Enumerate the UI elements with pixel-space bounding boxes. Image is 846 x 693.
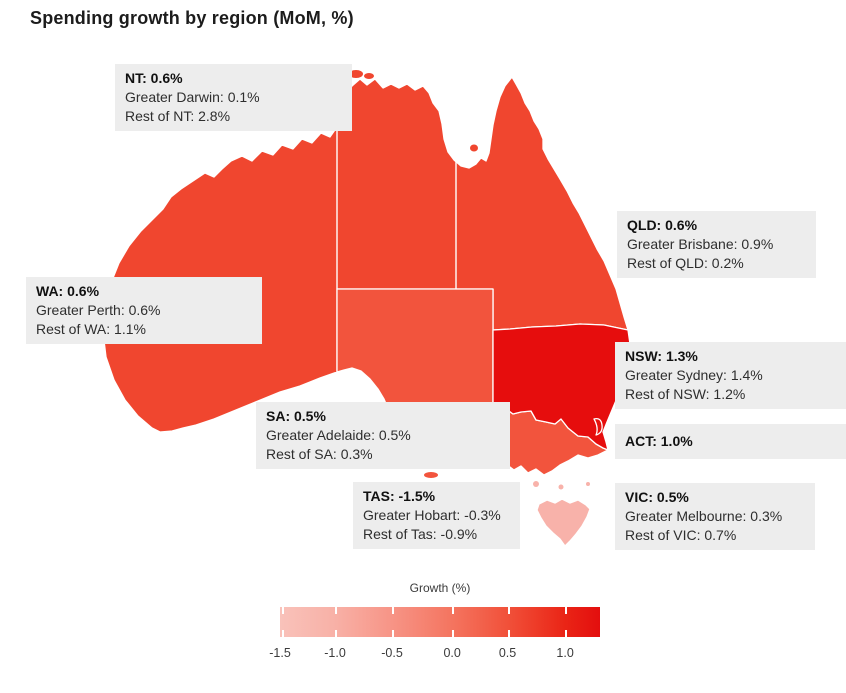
annotation-title-wa: WA: 0.6% (36, 283, 100, 299)
map-island-king[interactable] (533, 481, 539, 487)
annotation-title-nsw: NSW: 1.3% (625, 348, 698, 364)
colorbar-tick-mark (392, 630, 394, 637)
annotation-line: Greater Hobart: -0.3% (363, 507, 501, 523)
annotation-title-tas: TAS: -1.5% (363, 488, 436, 504)
annotation-box-vic: VIC: 0.5% Greater Melbourne: 0.3% Rest o… (615, 483, 815, 550)
colorbar-tick-label: -1.5 (269, 646, 291, 660)
annotation-line: Greater Adelaide: 0.5% (266, 427, 411, 443)
map-island-kangaroo[interactable] (424, 472, 438, 478)
map-region-tas[interactable] (536, 498, 591, 547)
annotation-box-nsw: NSW: 1.3% Greater Sydney: 1.4% Rest of N… (615, 342, 846, 409)
colorbar-tick-labels: -1.5 -1.0 -0.5 0.0 0.5 1.0 (269, 646, 600, 662)
colorbar-tick-mark (565, 630, 568, 637)
annotation-box-act: ACT: 1.0% (615, 424, 846, 459)
map-island-groote[interactable] (470, 144, 478, 152)
annotation-line: Rest of QLD: 0.2% (627, 255, 744, 271)
colorbar-tick-mark (281, 630, 284, 637)
colorbar-tick-label: -0.5 (381, 646, 403, 660)
annotation-line: Rest of SA: 0.3% (266, 446, 373, 462)
annotation-line: Rest of WA: 1.1% (36, 321, 146, 337)
annotation-box-wa: WA: 0.6% Greater Perth: 0.6% Rest of WA:… (26, 277, 262, 344)
map-island-tiwi[interactable] (349, 70, 363, 78)
colorbar-tick-mark (335, 607, 338, 614)
colorbar-tick-mark (452, 630, 455, 637)
annotation-title-vic: VIC: 0.5% (625, 489, 689, 505)
map-island-mid[interactable] (558, 484, 564, 490)
annotation-title-nt: NT: 0.6% (125, 70, 183, 86)
colorbar-tick-mark (281, 607, 284, 614)
colorbar-tick-mark (507, 607, 510, 614)
annotation-title-act: ACT: 1.0% (625, 433, 693, 449)
annotation-line: Rest of NSW: 1.2% (625, 386, 746, 402)
annotation-line: Greater Melbourne: 0.3% (625, 508, 783, 524)
colorbar-gradient (280, 607, 600, 637)
annotation-box-qld: QLD: 0.6% Greater Brisbane: 0.9% Rest of… (617, 211, 816, 278)
annotation-box-tas: TAS: -1.5% Greater Hobart: -0.3% Rest of… (353, 482, 520, 549)
colorbar-tick-mark (335, 630, 338, 637)
annotation-title-qld: QLD: 0.6% (627, 217, 698, 233)
annotation-line: Greater Brisbane: 0.9% (627, 236, 774, 252)
annotation-line: Rest of NT: 2.8% (125, 108, 231, 124)
colorbar-tick-label: 0.0 (443, 646, 461, 660)
annotation-title-sa: SA: 0.5% (266, 408, 326, 424)
colorbar-tick-label: -1.0 (324, 646, 346, 660)
annotation-box-sa: SA: 0.5% Greater Adelaide: 0.5% Rest of … (256, 402, 510, 469)
annotation-box-nt: NT: 0.6% Greater Darwin: 0.1% Rest of NT… (115, 64, 352, 131)
annotation-line: Greater Sydney: 1.4% (625, 367, 763, 383)
annotation-line: Greater Darwin: 0.1% (125, 89, 260, 105)
map-island-flinders[interactable] (586, 482, 590, 486)
annotation-line: Rest of VIC: 0.7% (625, 527, 737, 543)
map-region-act[interactable] (593, 417, 603, 436)
chart-title: Spending growth by region (MoM, %) (30, 8, 354, 28)
annotation-line: Rest of Tas: -0.9% (363, 526, 478, 542)
colorbar-label: Growth (%) (409, 581, 471, 595)
colorbar-tick-mark (392, 607, 394, 614)
colorbar-tick-label: 1.0 (556, 646, 574, 660)
colorbar-tick-mark (507, 630, 510, 637)
colorbar-tick-label: 0.5 (498, 646, 517, 660)
colorbar-tick-mark (452, 607, 455, 614)
colorbar-tick-mark (565, 607, 568, 614)
annotation-line: Greater Perth: 0.6% (36, 302, 161, 318)
map-island-tiwi2[interactable] (364, 73, 374, 79)
